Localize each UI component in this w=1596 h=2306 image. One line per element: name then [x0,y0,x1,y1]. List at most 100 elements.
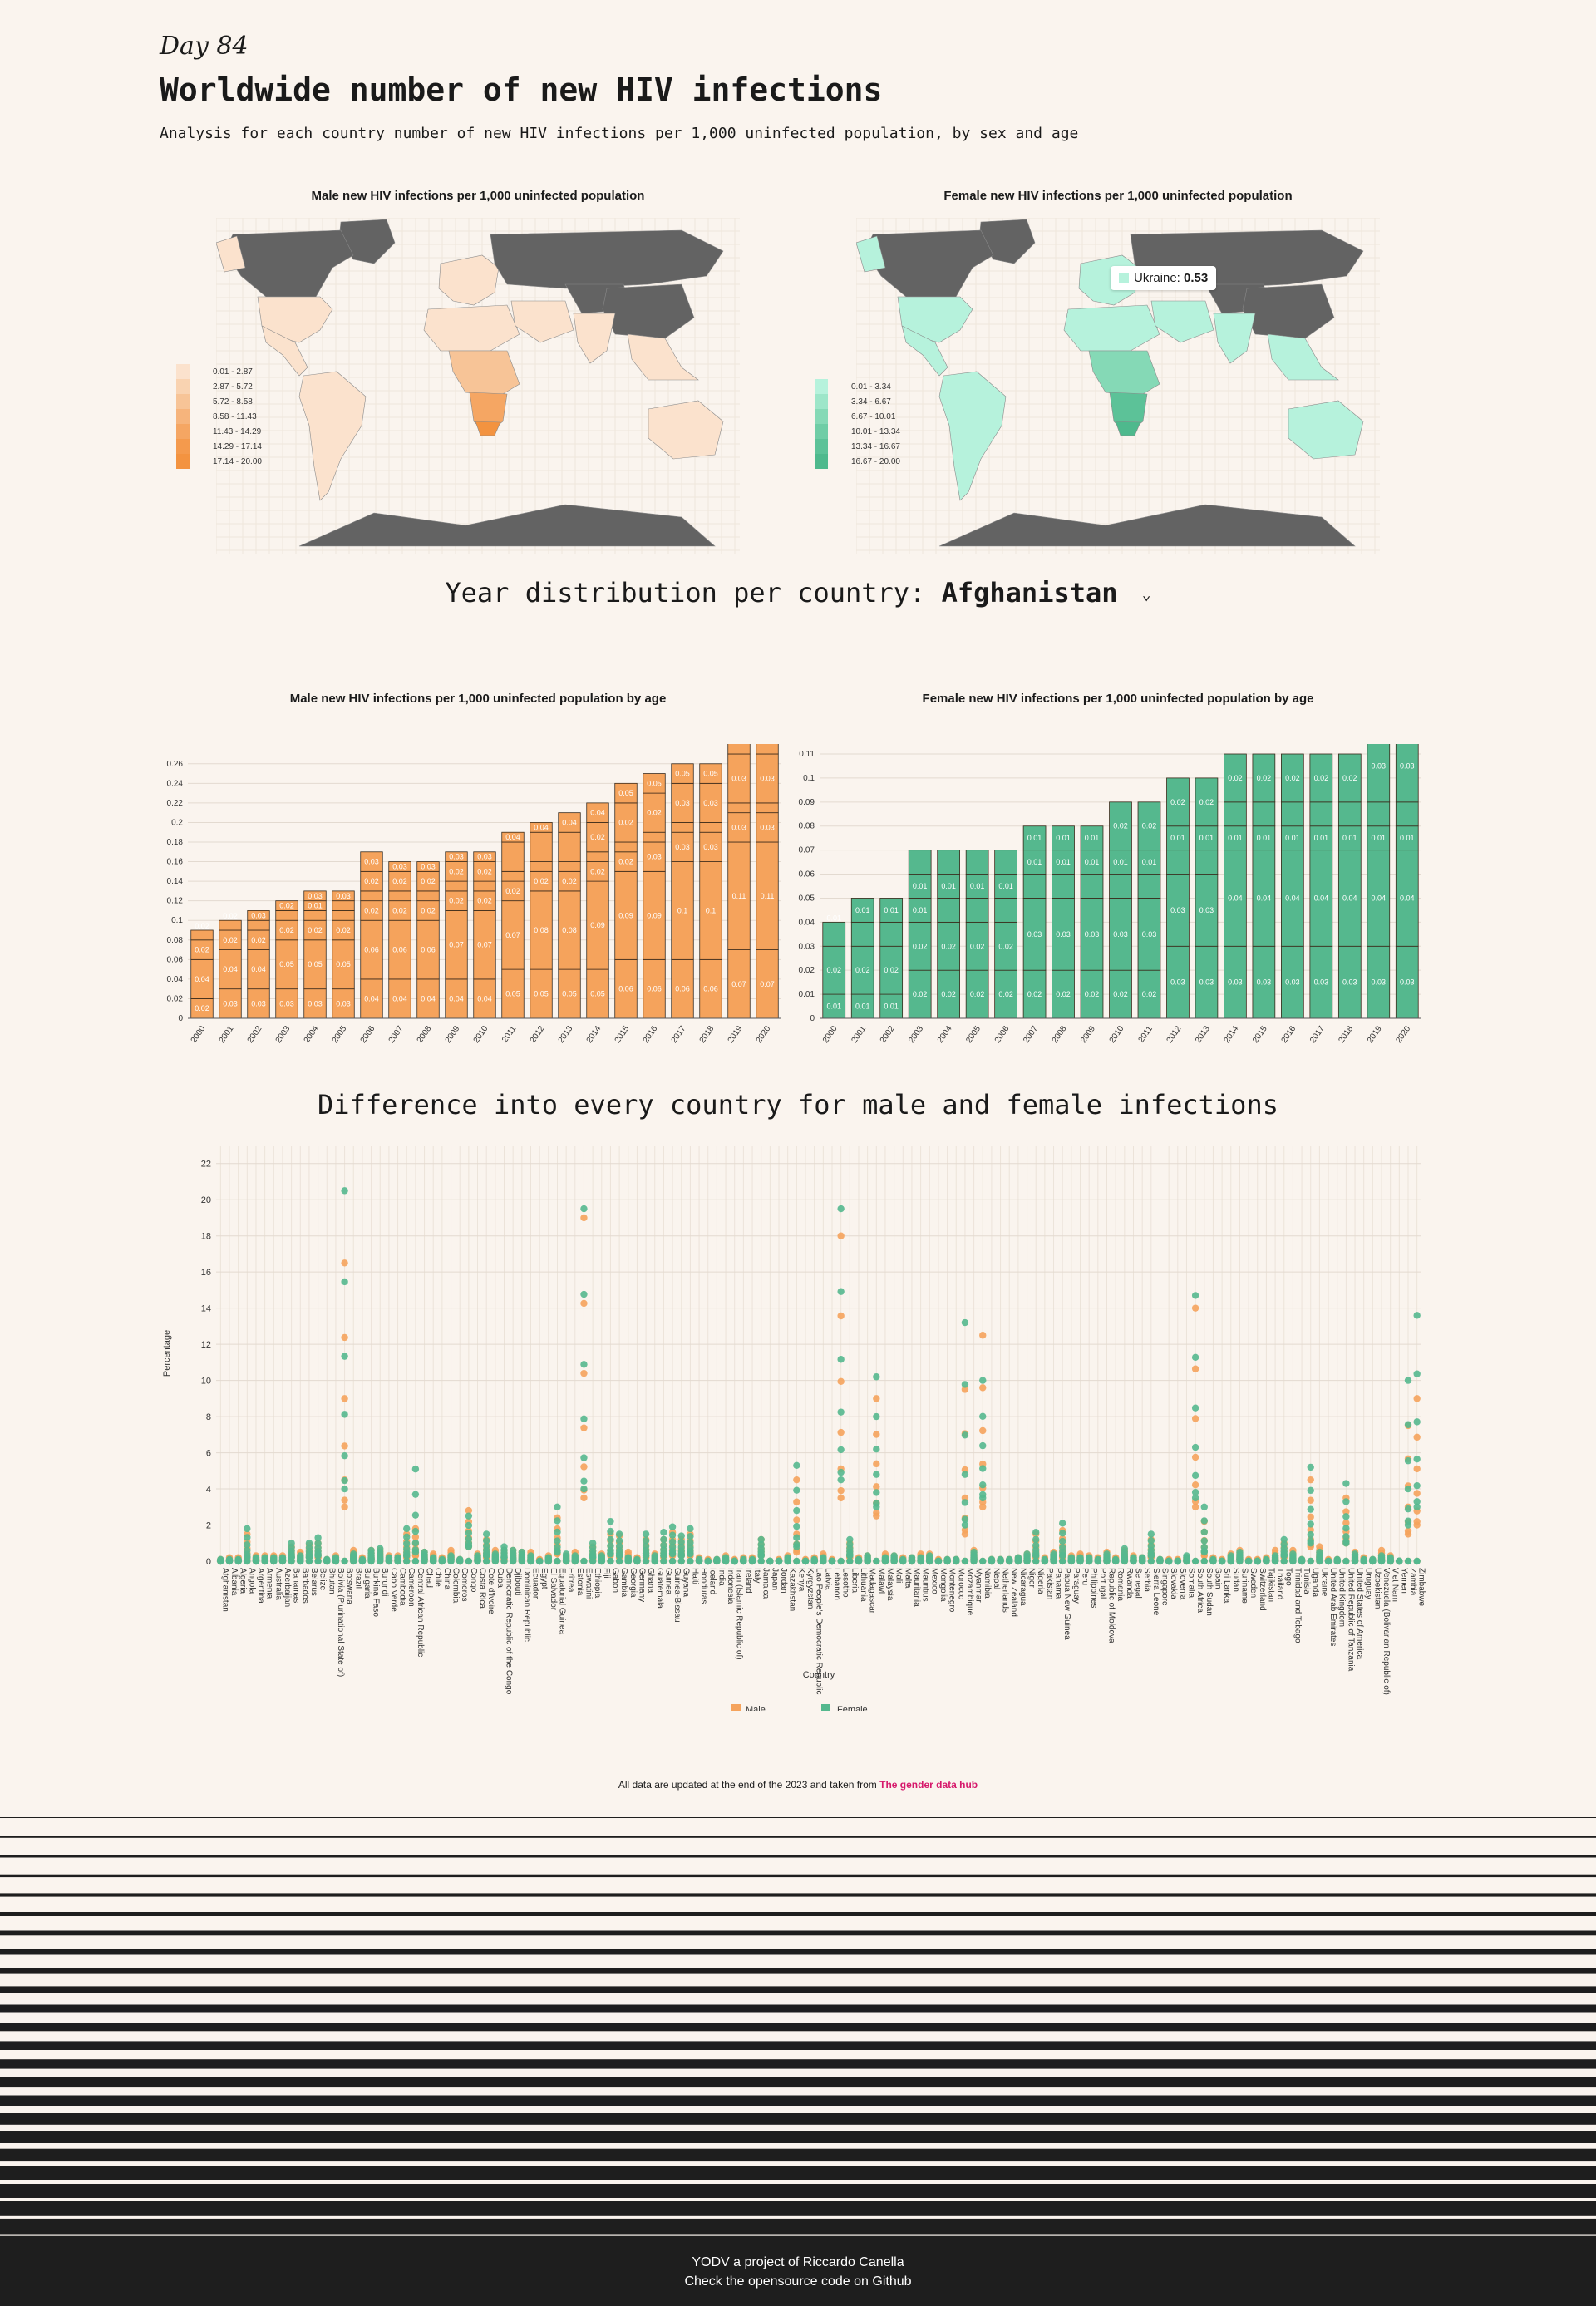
data-point [820,1557,827,1565]
x-tick-label: 2013 [1194,1024,1212,1045]
data-point [465,1535,473,1543]
male-map[interactable] [216,218,740,554]
footer-credit[interactable]: YODV a project of Riccardo Canella [692,2255,904,2269]
data-point [1413,1481,1421,1490]
x-tick-label: 2010 [1108,1024,1126,1045]
x-tick-label: Angola [247,1568,256,1594]
data-point [598,1557,605,1565]
bar-segment [756,812,779,843]
data-point [225,1557,234,1565]
data-point [580,1424,588,1431]
data-point [1085,1557,1093,1565]
bar-segment [219,919,242,931]
alaska-region [856,235,886,273]
bar-segment [388,861,411,872]
data-point [244,1534,251,1541]
x-tick-label: Iran (Islamic Republic of) [735,1568,744,1660]
legend-swatch [176,409,190,424]
bar-value-label: 0.03 [1342,978,1357,987]
y-tick-label: 0.02 [799,966,815,975]
bar-value-label: 0.06 [421,946,436,954]
data-point [1200,1537,1208,1545]
data-point [970,1557,978,1565]
bar-value-label: 0.01 [941,882,956,890]
x-tick-label: Uganda [1311,1568,1320,1597]
chevron-down-icon[interactable]: ⌄ [1141,585,1151,604]
footer-github-link[interactable]: Check the opensource code on Github [684,2274,912,2289]
x-tick-label: Lithuania [859,1568,868,1602]
bar-value-label: 0.04 [195,975,209,983]
source-link[interactable]: The gender data hub [879,1779,978,1791]
data-point [1191,1488,1199,1496]
x-tick-label: Eritrea [566,1568,575,1593]
data-point [341,1442,348,1450]
data-point [943,1557,951,1565]
bar-value-label: 0.01 [884,1003,899,1011]
data-point [873,1489,880,1496]
bar-value-label: 0.03 [308,999,323,1008]
bar-value-label: 0.02 [1056,990,1071,998]
bar-segment [994,921,1017,971]
bar-value-label: 0.01 [1027,858,1042,866]
data-point [961,1381,969,1388]
bar-segment [1395,945,1419,1019]
data-point [411,1539,420,1547]
bar-segment [643,841,666,872]
data-point [341,1476,348,1485]
bar-value-label: 0.05 [505,990,520,998]
data-point [660,1535,667,1544]
bar-value-label: 0.01 [1342,834,1357,842]
bar-segment [1166,825,1190,851]
data-point [899,1557,907,1565]
data-point [341,1411,348,1418]
x-tick-label: 2002 [246,1024,264,1045]
bar-segment [937,898,960,923]
data-point [1076,1557,1084,1565]
india-region [1213,313,1256,364]
bar-segment [937,921,960,971]
bar-segment [219,988,242,1019]
bar-segment [994,874,1017,899]
data-point [341,1187,348,1195]
bar-value-label: 0.02 [970,942,985,950]
x-tick-label: 2016 [642,1024,660,1045]
data-point [1191,1494,1199,1502]
bar-segment [1195,874,1219,947]
bar-segment [908,921,932,971]
bar-segment [501,841,525,872]
data-point [341,1278,348,1286]
x-tick-label: Suriname [1239,1568,1249,1604]
data-point [1413,1557,1421,1565]
country-selector[interactable]: Year distribution per country: Afghanist… [0,577,1596,609]
selector-country[interactable]: Afghanistan [941,577,1118,609]
bar-value-label: 0.04 [505,833,520,841]
male-bar-title: Male new HIV infections per 1,000 uninfe… [289,692,667,706]
x-tick-label: Serbia [1142,1568,1151,1592]
bar-value-label: 0.02 [941,990,956,998]
bar-value-label: 0.05 [647,779,662,787]
data-point [1413,1395,1421,1402]
legend-label: Male [746,1705,766,1711]
data-point [873,1431,880,1438]
female-map[interactable] [856,218,1380,554]
data-point [837,1288,845,1295]
bar-value-label: 0.03 [1228,978,1243,987]
data-point [491,1550,500,1558]
bar-segment [614,870,638,960]
bar-value-label: 0.02 [1142,822,1157,830]
data-point [1342,1557,1350,1565]
x-tick-label: Thailand [1275,1568,1284,1599]
data-point [323,1557,331,1565]
data-point [607,1527,614,1535]
y-tick-label: 0.22 [167,799,184,808]
bar-segment [388,919,411,980]
legend-swatch [176,364,190,379]
y-tick-label: 0.09 [799,798,815,807]
bar-segment [1224,753,1247,803]
x-tick-label: 2019 [1366,1024,1384,1045]
bar-value-label: 0.04 [1342,894,1357,902]
x-tick-label: Honduras [699,1568,708,1604]
data-point [1377,1546,1386,1555]
x-tick-label: Ethiopia [593,1568,602,1599]
data-point [1050,1557,1057,1565]
